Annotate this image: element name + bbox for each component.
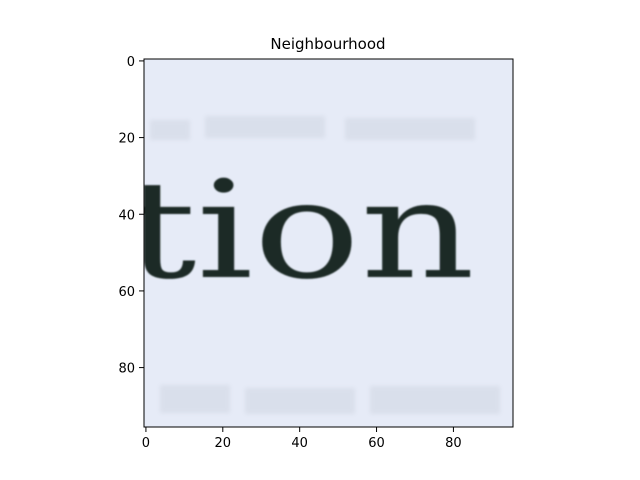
chart-title: Neighbourhood — [270, 35, 385, 53]
image-area: tion — [125, 59, 513, 427]
y-tick-label: 40 — [118, 208, 135, 223]
y-tick-label: 20 — [118, 132, 135, 147]
faint-background-text — [150, 116, 500, 414]
axes-frame — [143, 58, 514, 428]
y-tick-label: 0 — [127, 55, 135, 70]
x-axis: 0 20 40 60 80 — [142, 427, 462, 451]
x-tick-label: 80 — [445, 436, 462, 451]
x-tick-label: 20 — [215, 436, 232, 451]
y-tick-label: 60 — [118, 285, 135, 300]
y-axis: 0 20 40 60 80 — [118, 55, 144, 377]
x-tick-label: 0 — [142, 436, 150, 451]
scanned-word: tion — [125, 152, 475, 309]
x-tick-label: 60 — [368, 436, 385, 451]
y-tick-label: 80 — [118, 362, 135, 377]
x-tick-label: 40 — [291, 436, 308, 451]
image-word: tion — [125, 152, 475, 309]
